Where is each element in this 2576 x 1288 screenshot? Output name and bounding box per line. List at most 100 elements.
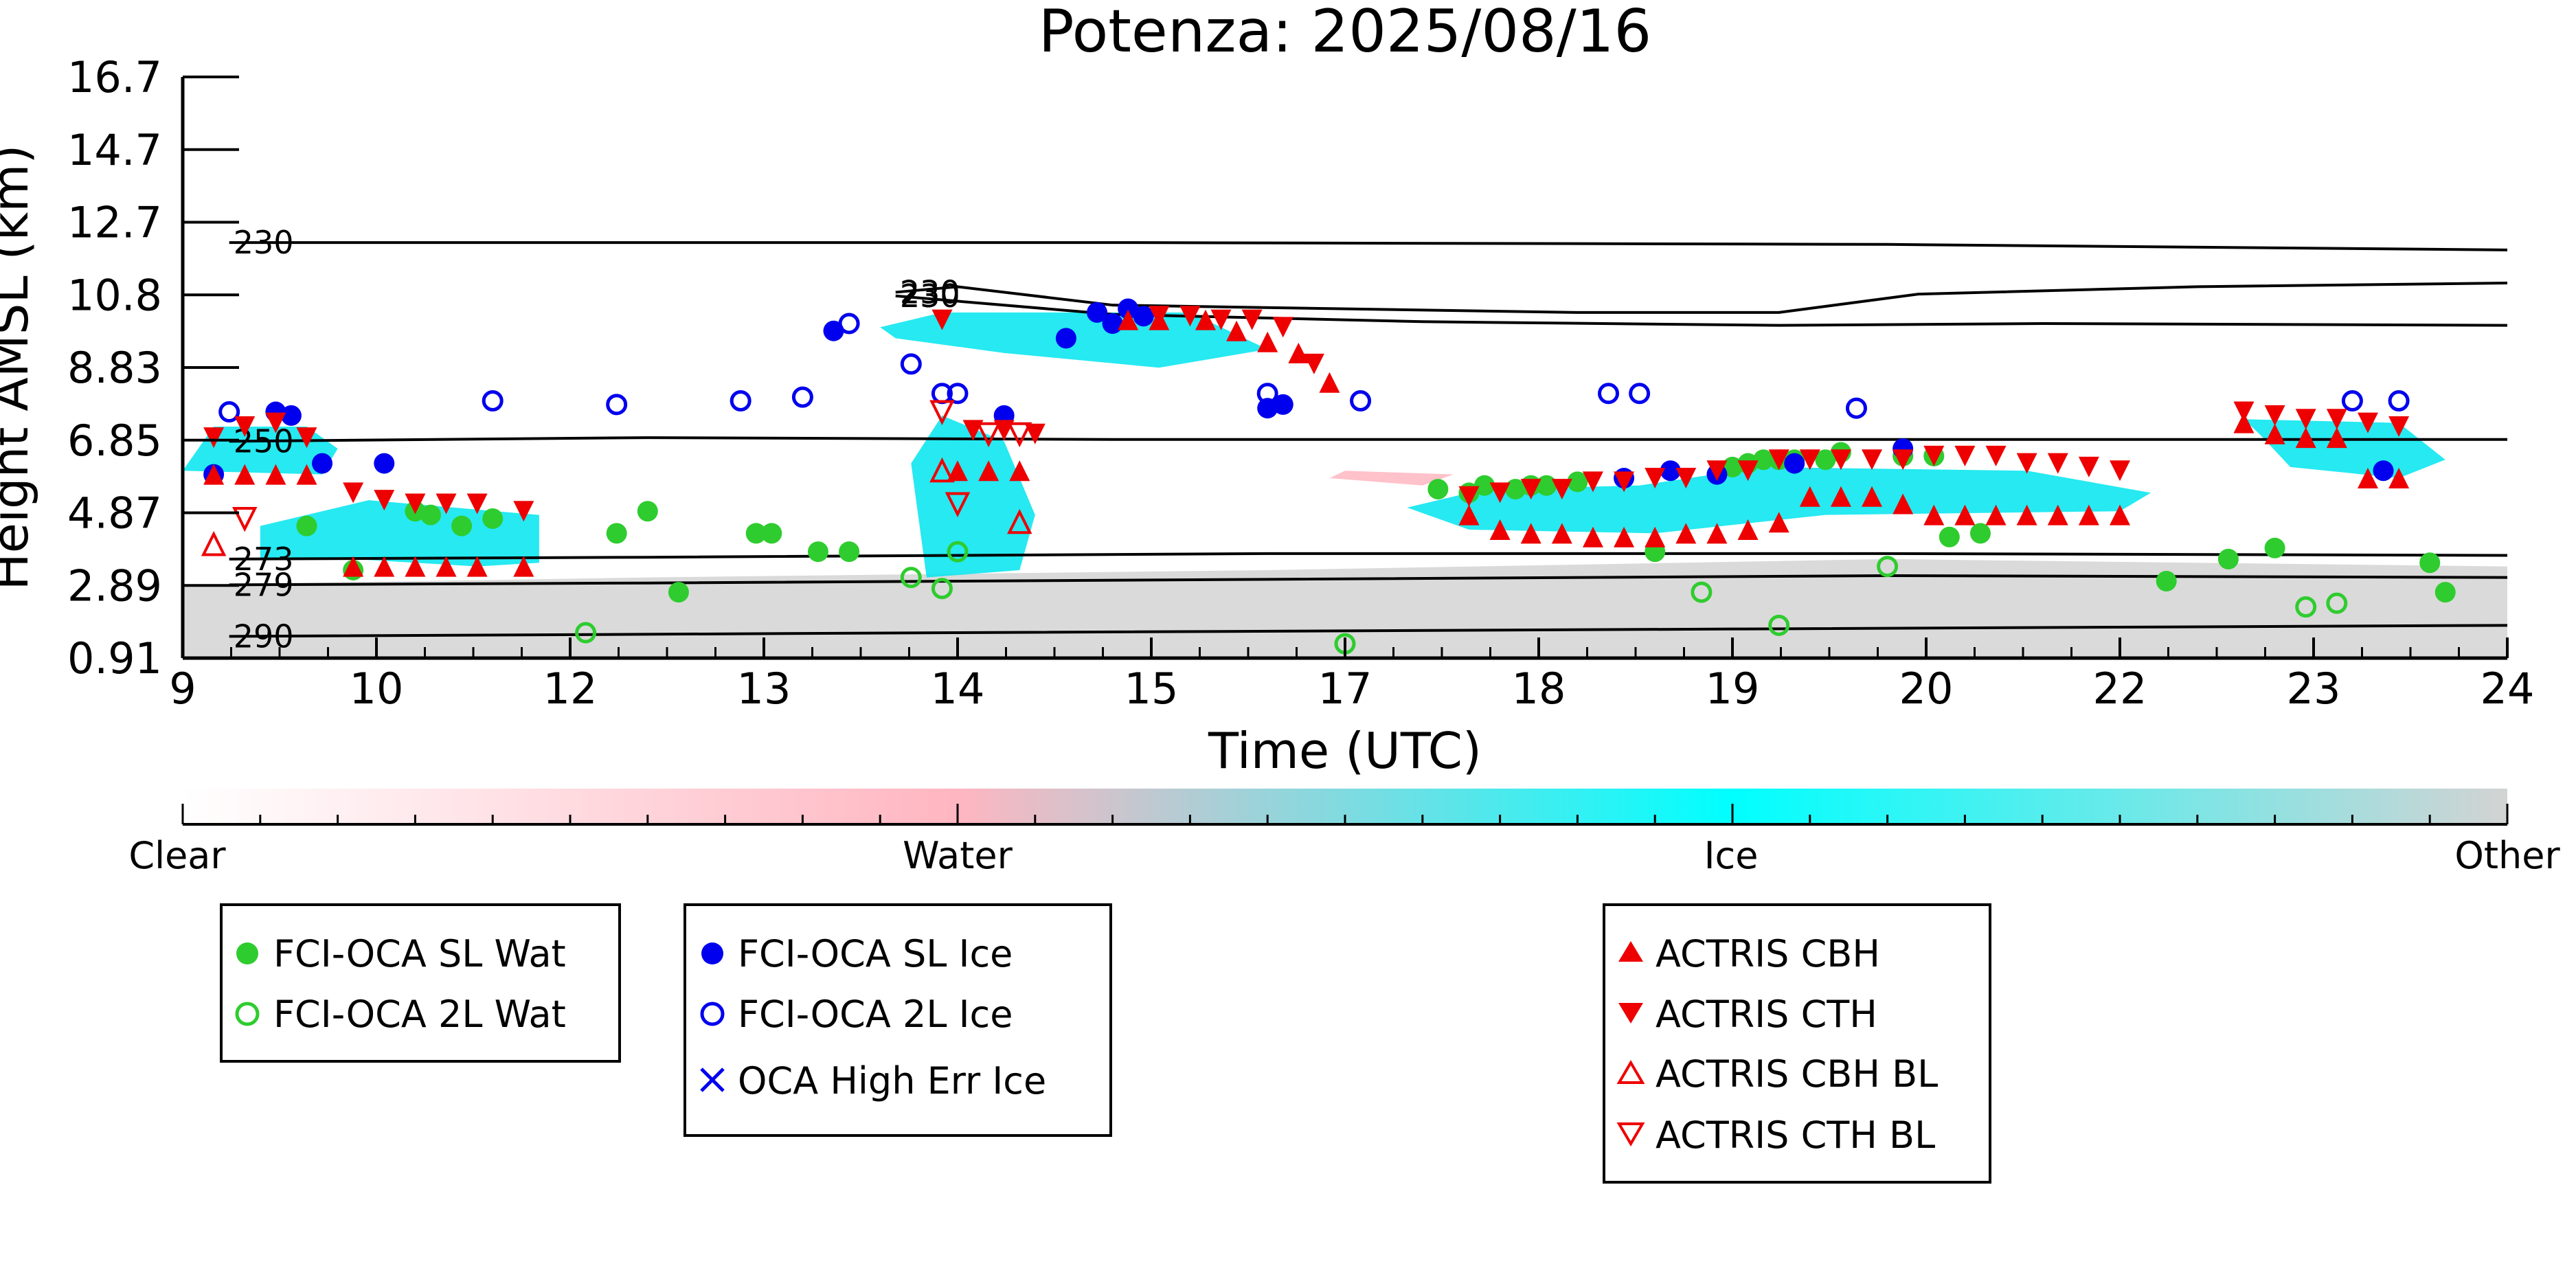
legend-water: FCI-OCA SL Wat FCI-OCA 2L Wat: [220, 903, 621, 1063]
data-point: [1985, 504, 2007, 526]
data-point: [1087, 302, 1108, 323]
data-point: [1862, 486, 1883, 507]
data-point: [296, 427, 317, 449]
data-point: [668, 582, 689, 603]
data-point: [234, 464, 256, 485]
data-point: [1830, 449, 1851, 471]
data-point: [2434, 582, 2456, 603]
data-point: [2419, 552, 2441, 574]
data-point: [265, 464, 286, 485]
data-point: [2295, 409, 2316, 430]
data-point: [575, 622, 597, 644]
data-point: [2341, 389, 2363, 411]
data-point: [2078, 504, 2099, 526]
data-point: [900, 353, 922, 375]
data-point: [1877, 556, 1899, 578]
data-point: [296, 515, 317, 536]
legend-2l-wat-marker: [235, 1002, 260, 1026]
data-point: [1551, 523, 1572, 544]
data-point: [931, 309, 953, 330]
data-point: [2326, 409, 2347, 430]
data-point: [929, 400, 955, 426]
data-point: [637, 501, 658, 522]
y-axis-title: Height AMSL (km): [0, 145, 39, 591]
data-point: [1582, 471, 1603, 493]
data-point: [1768, 614, 1790, 636]
data-point: [482, 389, 504, 411]
y-axis-ticks: 16.7 14.7 12.7 10.8 8.83 6.85 4.87 2.89 0.91: [67, 52, 239, 683]
data-point: [451, 515, 473, 536]
y-tick-label: 4.87: [67, 488, 162, 539]
isotherm-line: [229, 436, 2507, 443]
data-point: [1272, 394, 1293, 415]
data-point: [838, 313, 860, 335]
data-point: [1458, 504, 1480, 526]
data-point: [405, 556, 426, 577]
colorbar: Clear Water Ice Other: [128, 789, 2560, 877]
legend-cth-marker: [1618, 1003, 1643, 1024]
data-point: [1706, 523, 1728, 544]
isotherm-label: 273: [234, 541, 294, 578]
data-point: [1893, 449, 1914, 471]
data-point: [1862, 449, 1883, 471]
data-point: [2326, 427, 2347, 449]
data-point: [1675, 523, 1697, 544]
isotherm-label: 230: [234, 224, 294, 261]
data-point: [420, 504, 441, 526]
data-point: [2047, 504, 2068, 526]
data-point: [1288, 342, 1309, 363]
data-point: [761, 523, 782, 544]
data-point: [203, 427, 225, 449]
data-point: [1520, 523, 1541, 544]
data-point: [1133, 306, 1154, 327]
data-point: [265, 412, 286, 433]
data-point: [931, 578, 953, 600]
data-point: [807, 541, 828, 563]
legend-water-box: [220, 903, 621, 1063]
phase-region: [260, 500, 539, 567]
data-point: [1303, 353, 1324, 374]
data-point: [436, 556, 457, 577]
x-tick-label: 20: [1899, 664, 1954, 714]
data-point: [1629, 383, 1651, 405]
x-tick-label: 24: [2481, 664, 2535, 714]
data-point: [1210, 309, 1232, 330]
data-point: [2295, 427, 2316, 449]
data-point: [1969, 523, 1991, 544]
data-point: [1691, 581, 1713, 603]
data-point: [1753, 449, 1774, 471]
data-point: [1536, 475, 1557, 496]
data-point: [1706, 460, 1728, 482]
data-point: [2357, 412, 2378, 433]
colorbar-label-other: Other: [2454, 834, 2560, 877]
data-point: [2016, 453, 2037, 474]
data-point: [1582, 526, 1603, 547]
x-tick-label: 22: [2093, 664, 2147, 714]
data-point: [1118, 309, 1139, 330]
data-point: [1551, 479, 1572, 500]
phase-region: [1329, 471, 1454, 486]
data-point: [2388, 389, 2410, 411]
data-point: [2233, 401, 2255, 422]
data-point: [1489, 519, 1511, 541]
data-point: [2110, 460, 2130, 482]
isotherm-label: 279: [234, 566, 294, 603]
x-tick-label: 10: [350, 664, 404, 714]
data-point: [1645, 526, 1666, 547]
data-point: [280, 405, 302, 426]
legend-actris: ACTRIS CBH ACTRIS CTH ACTRIS CBH BL ACTR…: [1603, 903, 1991, 1184]
data-point: [2264, 537, 2285, 558]
legend-cth-bl-marker: [1616, 1122, 1645, 1146]
x-tick-label: 17: [1318, 664, 1372, 714]
legend-2l-wat-label: FCI-OCA 2L Wat: [273, 993, 566, 1036]
data-point: [218, 401, 240, 423]
y-tick-label: 0.91: [67, 633, 162, 683]
data-point: [1102, 313, 1123, 334]
data-point: [343, 556, 364, 577]
data-point: [1737, 460, 1759, 482]
data-point: [2388, 416, 2410, 437]
cloud-phase-field: [183, 312, 2507, 658]
data-point: [1598, 383, 1620, 405]
data-point: [1645, 468, 1666, 489]
